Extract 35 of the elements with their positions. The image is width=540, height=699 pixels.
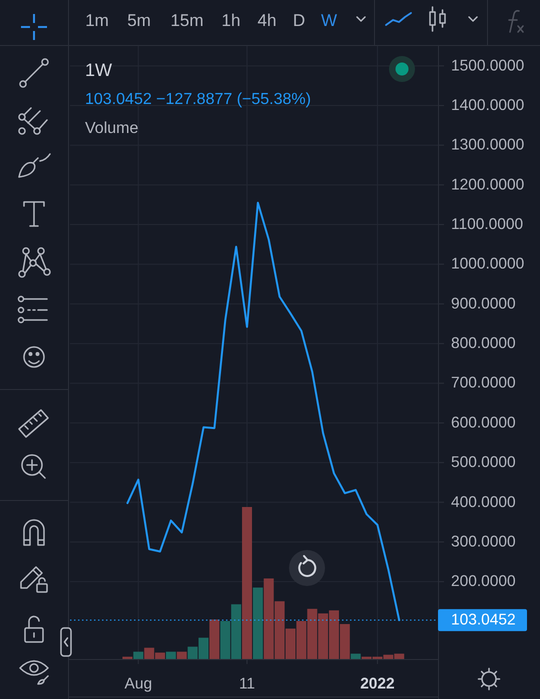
y-tick-label: 1300.0000: [451, 136, 525, 154]
text: D: [292, 11, 306, 30]
y-tick-label: 1400.0000: [451, 97, 525, 114]
y-tick-label: 200.0000: [451, 573, 516, 590]
x-tick-label: Aug: [124, 676, 152, 692]
y-tick-label: 400.0000: [451, 494, 516, 511]
ref-line-label: 103.0452: [451, 612, 516, 629]
y-tick-label: 700.0000: [451, 374, 516, 392]
x-tick-label: 11: [238, 676, 256, 692]
bar: [242, 507, 252, 659]
bar: [350, 654, 361, 659]
bar: [176, 652, 187, 659]
y-tick-label: 1200.0000: [451, 176, 525, 194]
bar: [252, 588, 263, 659]
bar: [209, 619, 220, 659]
text: 103.0452 −127.8877 (−55.38%): [85, 91, 311, 108]
text: 1h: [222, 11, 240, 30]
y-tick-label: 1000.0000: [451, 256, 525, 273]
text: 1m: [85, 11, 109, 30]
y-tick-label: 600.0000: [451, 414, 516, 432]
y-tick-label: 800.0000: [451, 335, 516, 352]
text: 1W: [85, 60, 112, 80]
y-tick-label: 1500.0000: [451, 57, 525, 74]
y-tick-label: 300.0000: [451, 533, 516, 550]
text: 4h: [258, 11, 276, 30]
bar: [133, 652, 144, 659]
y-tick-label: 900.0000: [451, 295, 516, 312]
bar: [166, 652, 176, 659]
text: W: [320, 11, 338, 30]
text: 15m: [170, 11, 204, 30]
y-tick-label: 1100.0000: [451, 216, 524, 234]
x-tick-label: 2022: [360, 676, 395, 692]
chart-title: Volume: [85, 120, 138, 137]
text: 5m: [127, 11, 151, 30]
y-tick-label: 500.0000: [451, 454, 516, 472]
